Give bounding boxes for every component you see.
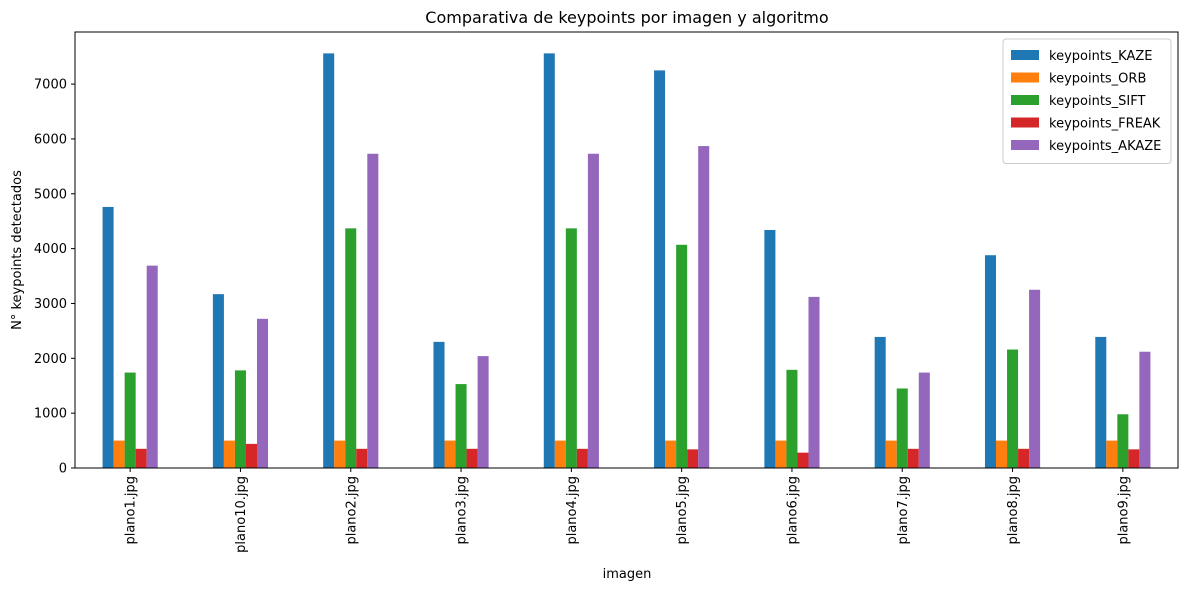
legend-swatch-keypoints-akaze — [1011, 140, 1039, 150]
bar-keypoints-freak-plano4-jpg — [576, 448, 588, 468]
x-tick-label: plano10.jpg — [234, 476, 249, 553]
bar-keypoints-sift-plano4-jpg — [565, 228, 577, 468]
bar-keypoints-sift-plano5-jpg — [676, 244, 688, 468]
chart-title: Comparativa de keypoints por imagen y al… — [425, 8, 828, 27]
bar-keypoints-orb-plano1-jpg — [113, 440, 125, 468]
bar-keypoints-kaze-plano2-jpg — [323, 53, 335, 468]
legend-swatch-keypoints-orb — [1011, 72, 1039, 83]
x-tick-label: plano5.jpg — [675, 476, 690, 545]
bar-keypoints-orb-plano9-jpg — [1106, 440, 1118, 468]
y-axis-title: N° keypoints detectados — [10, 170, 25, 330]
x-tick-label: plano1.jpg — [124, 476, 139, 545]
bar-keypoints-kaze-plano1-jpg — [102, 206, 114, 468]
bar-keypoints-sift-plano8-jpg — [1007, 349, 1019, 468]
bar-keypoints-akaze-plano9-jpg — [1139, 351, 1151, 468]
y-tick-label: 4000 — [34, 242, 67, 257]
bar-keypoints-orb-plano8-jpg — [996, 440, 1008, 468]
bar-keypoints-freak-plano10-jpg — [245, 443, 257, 468]
bar-keypoints-kaze-plano8-jpg — [984, 255, 996, 468]
bar-keypoints-kaze-plano4-jpg — [543, 53, 555, 468]
legend-label: keypoints_AKAZE — [1049, 139, 1161, 154]
y-tick-label: 0 — [59, 462, 67, 477]
legend-box — [1002, 38, 1172, 164]
legend-swatch-keypoints-kaze — [1011, 50, 1039, 60]
bar-keypoints-sift-plano3-jpg — [455, 384, 467, 468]
bar-keypoints-sift-plano2-jpg — [345, 228, 357, 468]
bar-keypoints-sift-plano1-jpg — [124, 372, 136, 468]
bar-keypoints-akaze-plano10-jpg — [257, 318, 269, 468]
bar-keypoints-akaze-plano2-jpg — [367, 153, 379, 468]
bar-keypoints-akaze-plano5-jpg — [698, 146, 710, 468]
legend-label: keypoints_FREAK — [1049, 117, 1161, 132]
bar-keypoints-kaze-plano5-jpg — [654, 70, 666, 468]
bar-keypoints-freak-plano1-jpg — [135, 448, 147, 468]
bar-keypoints-freak-plano5-jpg — [687, 449, 699, 468]
x-tick-label: plano4.jpg — [565, 476, 580, 545]
bar-keypoints-akaze-plano8-jpg — [1029, 289, 1041, 468]
legend-swatch-keypoints-freak — [1011, 117, 1039, 128]
bar-keypoints-akaze-plano4-jpg — [587, 153, 599, 468]
legend-swatch-keypoints-sift — [1011, 95, 1039, 105]
x-tick-label: plano6.jpg — [785, 476, 800, 545]
bar-keypoints-orb-plano6-jpg — [775, 440, 787, 468]
bar-keypoints-kaze-plano10-jpg — [212, 294, 224, 468]
bar-keypoints-sift-plano6-jpg — [786, 369, 798, 468]
bar-keypoints-freak-plano3-jpg — [466, 448, 478, 468]
bar-keypoints-kaze-plano9-jpg — [1095, 336, 1107, 468]
bar-keypoints-freak-plano2-jpg — [356, 448, 368, 468]
bar-keypoints-orb-plano3-jpg — [444, 440, 456, 468]
bar-keypoints-orb-plano10-jpg — [223, 440, 235, 468]
y-tick-label: 3000 — [34, 297, 67, 312]
bar-keypoints-akaze-plano6-jpg — [808, 296, 820, 468]
x-tick-label: plano8.jpg — [1006, 476, 1021, 545]
bar-keypoints-orb-plano7-jpg — [885, 440, 897, 468]
y-tick-label: 7000 — [34, 78, 67, 93]
y-axis-ticks: 0 1000 2000 3000 4000 5000 6000 7000 — [34, 78, 75, 477]
bars-group — [102, 53, 1151, 468]
y-tick-label: 5000 — [34, 187, 67, 202]
bar-keypoints-freak-plano7-jpg — [907, 448, 919, 468]
bar-keypoints-akaze-plano3-jpg — [477, 356, 489, 468]
bar-keypoints-freak-plano9-jpg — [1128, 449, 1140, 468]
x-tick-label: plano9.jpg — [1116, 476, 1131, 545]
legend-label: keypoints_ORB — [1049, 72, 1146, 87]
x-tick-label: plano3.jpg — [455, 476, 470, 545]
bar-keypoints-freak-plano8-jpg — [1018, 448, 1030, 468]
bar-keypoints-kaze-plano7-jpg — [874, 336, 886, 468]
y-tick-label: 2000 — [34, 352, 67, 367]
y-tick-label: 6000 — [34, 132, 67, 147]
legend: keypoints_KAZE keypoints_ORB keypoints_SIF… — [1002, 38, 1172, 164]
bar-keypoints-freak-plano6-jpg — [797, 452, 809, 468]
bar-keypoints-orb-plano4-jpg — [554, 440, 566, 468]
plot-area-frame — [74, 31, 1179, 469]
bar-keypoints-kaze-plano3-jpg — [433, 341, 445, 468]
legend-label: keypoints_KAZE — [1049, 49, 1153, 64]
bar-keypoints-sift-plano10-jpg — [234, 370, 246, 468]
bar-keypoints-akaze-plano1-jpg — [146, 265, 158, 468]
x-tick-label: plano7.jpg — [896, 476, 911, 545]
bar-keypoints-akaze-plano7-jpg — [918, 372, 930, 468]
bar-keypoints-sift-plano7-jpg — [896, 388, 908, 468]
x-tick-label: plano2.jpg — [344, 476, 359, 545]
y-tick-label: 1000 — [34, 407, 67, 422]
bar-keypoints-kaze-plano6-jpg — [764, 229, 776, 468]
bar-keypoints-sift-plano9-jpg — [1117, 414, 1129, 468]
x-axis-ticks: plano1.jpg plano10.jpg plano2.jpg plano3.jp… — [124, 468, 1131, 553]
legend-label: keypoints_SIFT — [1049, 94, 1146, 109]
x-axis-title: imagen — [603, 567, 652, 582]
bar-keypoints-orb-plano5-jpg — [665, 440, 677, 468]
bar-keypoints-orb-plano2-jpg — [334, 440, 346, 468]
